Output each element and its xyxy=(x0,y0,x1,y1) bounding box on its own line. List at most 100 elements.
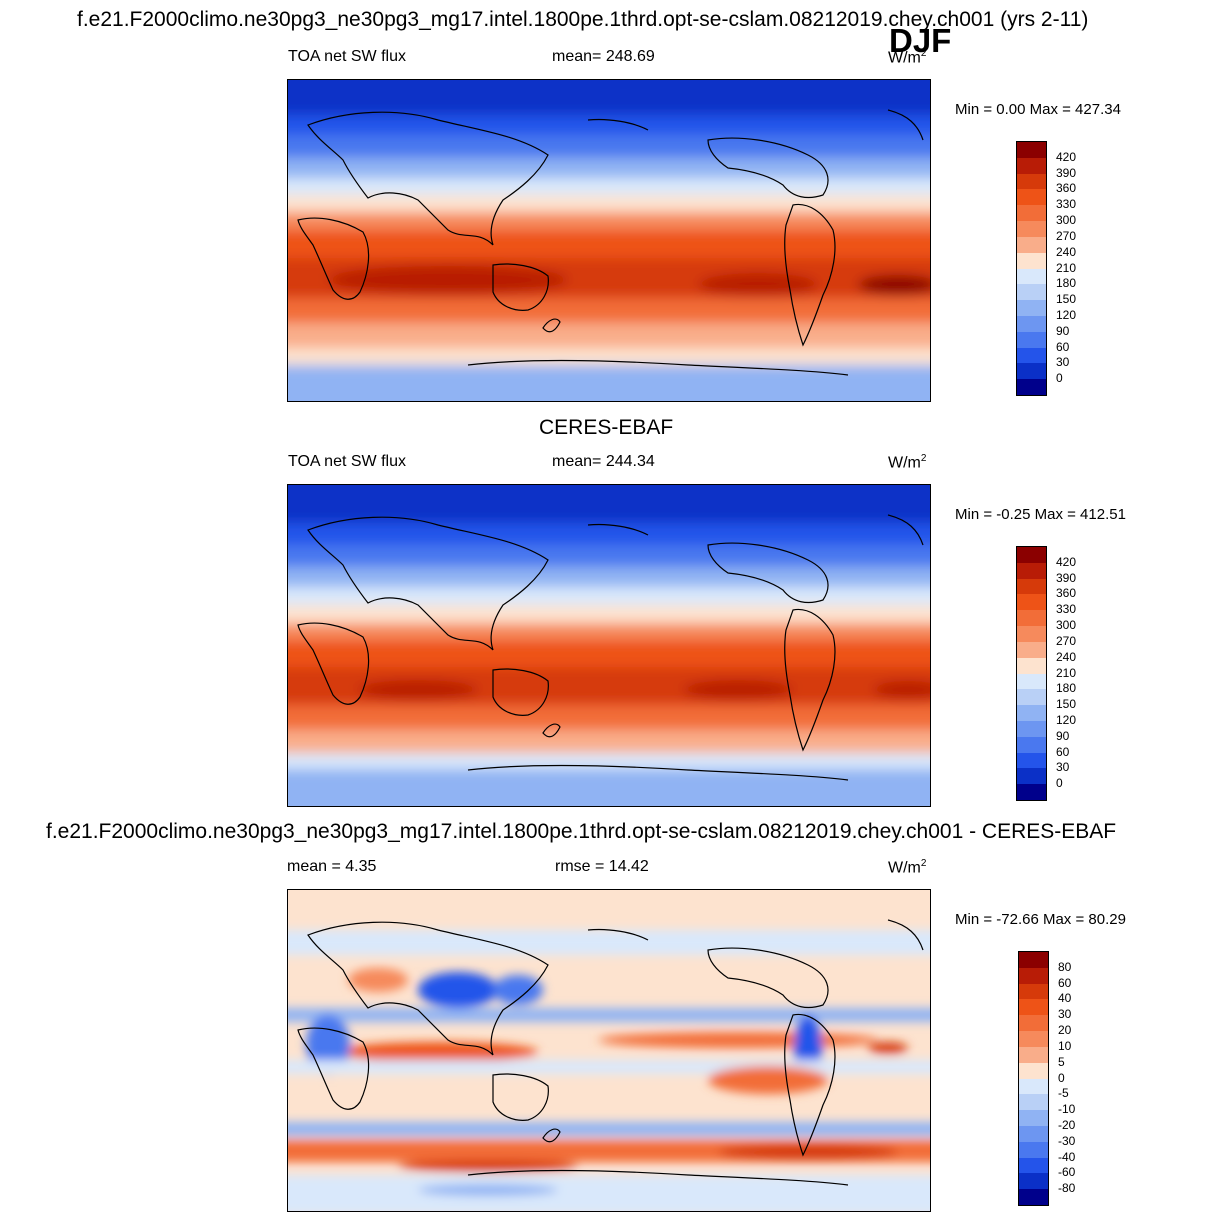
panel-diff-units: W/m2 xyxy=(888,858,927,877)
model-colorbar xyxy=(1016,141,1047,396)
colorbar-tick-label: 90 xyxy=(1056,728,1070,743)
colorbar-swatch xyxy=(1017,768,1046,785)
colorbar-tick-label: -5 xyxy=(1058,1086,1069,1101)
colorbar-swatch xyxy=(1019,1173,1048,1190)
colorbar-swatch xyxy=(1019,1141,1048,1158)
coastline xyxy=(492,263,549,311)
colorbar-tick-label: 210 xyxy=(1056,260,1077,275)
coastline xyxy=(467,359,849,376)
colorbar-tick-label: 360 xyxy=(1056,181,1077,196)
panel-diff-rmse: rmse = 14.42 xyxy=(555,858,649,875)
coastline xyxy=(297,622,370,705)
colorbar-swatch xyxy=(1019,1189,1048,1206)
colorbar-tick-label: 120 xyxy=(1056,307,1077,322)
colorbar-tick-label: 80 xyxy=(1058,959,1072,974)
colorbar-swatch xyxy=(1017,736,1046,753)
colorbar-swatch xyxy=(1017,236,1046,253)
coastline xyxy=(307,921,549,1056)
coastline xyxy=(707,947,829,1009)
panel-obs-variable: TOA net SW flux xyxy=(288,453,406,470)
panel-obs-units: W/m2 xyxy=(888,453,927,472)
coastline xyxy=(542,318,561,333)
coastline xyxy=(784,608,836,752)
coastline xyxy=(887,109,924,141)
colorbar-swatch xyxy=(1019,1157,1048,1174)
colorbar-tick-label: 0 xyxy=(1058,1070,1065,1085)
colorbar-tick-label: 330 xyxy=(1056,602,1077,617)
colorbar-swatch xyxy=(1019,999,1048,1016)
obs-colorbar xyxy=(1016,546,1047,801)
colorbar-tick-label: 270 xyxy=(1056,228,1077,243)
colorbar-tick-label: -60 xyxy=(1058,1165,1076,1180)
colorbar-tick-label: 360 xyxy=(1056,586,1077,601)
colorbar-swatch xyxy=(1017,562,1046,579)
coastline xyxy=(887,919,924,951)
colorbar-swatch xyxy=(1017,347,1046,364)
coastline xyxy=(542,1128,561,1143)
colorbar-swatch xyxy=(1017,547,1046,563)
panel-model-minmax: Min = 0.00 Max = 427.34 xyxy=(955,101,1121,118)
coastline xyxy=(707,137,829,199)
colorbar-swatch xyxy=(1019,1125,1048,1142)
colorbar-swatch xyxy=(1017,673,1046,690)
colorbar-tick-label: 30 xyxy=(1056,355,1070,370)
colorbar-tick-label: 40 xyxy=(1058,991,1072,1006)
panel-diff-heading: f.e21.F2000climo.ne30pg3_ne30pg3_mg17.in… xyxy=(46,820,1117,843)
colorbar-swatch xyxy=(1017,610,1046,627)
colorbar-tick-label: 90 xyxy=(1056,323,1070,338)
colorbar-tick-label: -10 xyxy=(1058,1102,1076,1117)
colorbar-tick-label: -40 xyxy=(1058,1149,1076,1164)
colorbar-swatch xyxy=(1017,173,1046,190)
colorbar-swatch xyxy=(1017,221,1046,238)
colorbar-tick-label: 60 xyxy=(1056,744,1070,759)
diff-map xyxy=(287,889,931,1212)
colorbar-swatch xyxy=(1017,268,1046,285)
colorbar-swatch xyxy=(1017,705,1046,722)
colorbar-swatch xyxy=(1017,284,1046,301)
colorbar-tick-label: 390 xyxy=(1056,570,1077,585)
panel-diff-minmax: Min = -72.66 Max = 80.29 xyxy=(955,911,1126,928)
colorbar-tick-label: 210 xyxy=(1056,665,1077,680)
coastline xyxy=(707,542,829,604)
colorbar-swatch xyxy=(1017,363,1046,380)
panel-model-variable: TOA net SW flux xyxy=(288,48,406,65)
colorbar-swatch xyxy=(1017,689,1046,706)
colorbar-tick-label: 180 xyxy=(1056,276,1077,291)
colorbar-tick-label: 150 xyxy=(1056,697,1077,712)
panel-obs-minmax: Min = -0.25 Max = 412.51 xyxy=(955,506,1126,523)
colorbar-tick-label: 10 xyxy=(1058,1038,1072,1053)
diff-colorbar xyxy=(1018,951,1049,1206)
colorbar-swatch xyxy=(1019,983,1048,1000)
colorbar-tick-label: 30 xyxy=(1058,1007,1072,1022)
colorbar-tick-label: 0 xyxy=(1056,371,1063,386)
colorbar-swatch xyxy=(1017,157,1046,174)
colorbar-swatch xyxy=(1017,300,1046,317)
coastline xyxy=(784,203,836,347)
colorbar-tick-label: -30 xyxy=(1058,1133,1076,1148)
colorbar-swatch xyxy=(1019,1046,1048,1063)
colorbar-swatch xyxy=(1017,752,1046,769)
colorbar-tick-label: 270 xyxy=(1056,633,1077,648)
panel-diff-mean: mean = 4.35 xyxy=(287,858,377,875)
coastline xyxy=(297,217,370,300)
coastline xyxy=(887,514,924,546)
colorbar-swatch xyxy=(1017,657,1046,674)
coastline xyxy=(587,523,649,536)
model-map xyxy=(287,79,931,402)
coastline xyxy=(542,723,561,738)
coastline xyxy=(492,668,549,716)
colorbar-tick-label: 30 xyxy=(1056,760,1070,775)
coastline xyxy=(492,1073,549,1121)
colorbar-tick-label: 60 xyxy=(1058,975,1072,990)
colorbar-tick-label: 20 xyxy=(1058,1023,1072,1038)
colorbar-tick-label: 300 xyxy=(1056,213,1077,228)
colorbar-tick-label: 330 xyxy=(1056,197,1077,212)
panel-obs-mean: mean= 244.34 xyxy=(552,453,655,470)
colorbar-tick-label: 240 xyxy=(1056,649,1077,664)
coastline xyxy=(297,1027,370,1110)
colorbar-tick-label: -80 xyxy=(1058,1181,1076,1196)
colorbar-swatch xyxy=(1017,331,1046,348)
coastline xyxy=(587,928,649,941)
colorbar-swatch xyxy=(1019,1015,1048,1032)
coastline xyxy=(467,1169,849,1186)
